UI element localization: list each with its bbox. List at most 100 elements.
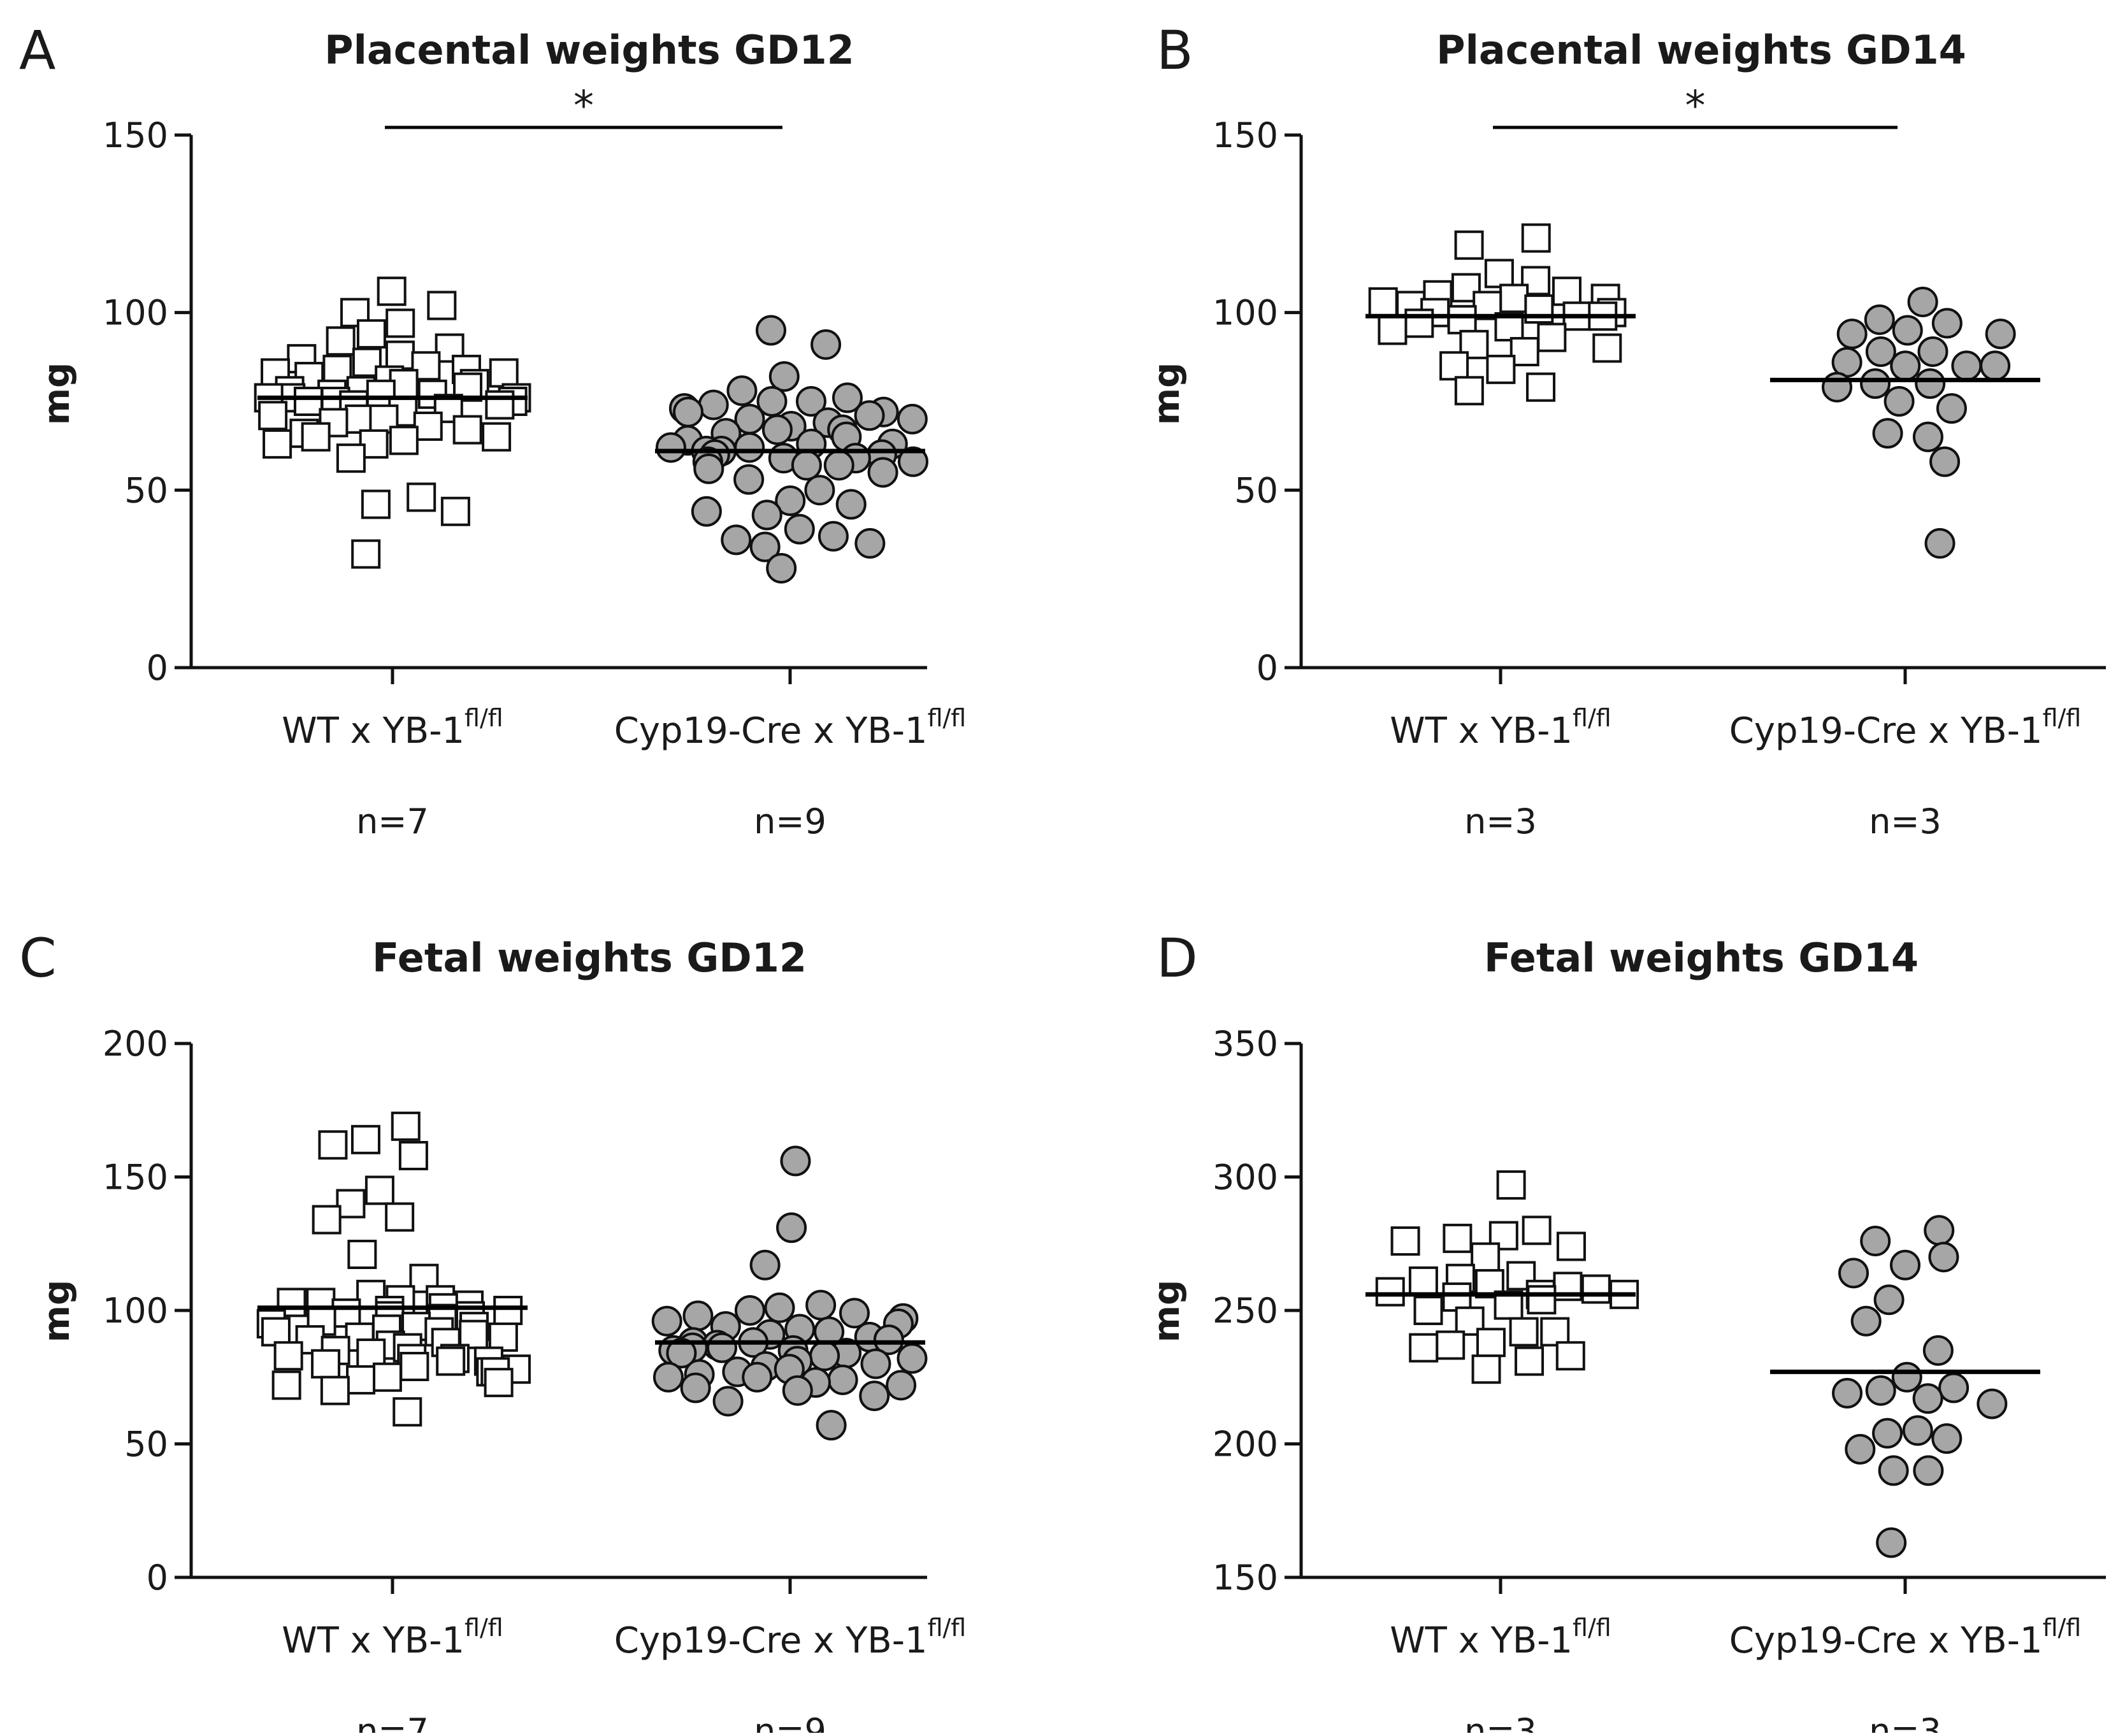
data-point-b-cyp19-12 [1915,368,1946,399]
data-point-a-wt-32 [485,390,515,420]
data-point-c-wt-38 [356,1338,386,1368]
data-point-d-wt-21 [1509,1317,1539,1347]
data-point-a-cyp19-23 [734,432,765,463]
category-superscript-a-wt: fl/fl [465,704,503,732]
data-point-a-cyp19-6 [756,386,788,417]
data-point-a-cyp19-31 [897,446,928,477]
data-point-b-wt-8 [1499,283,1529,313]
data-point-a-cyp19-46 [854,527,886,559]
category-text-c-wt: WT x YB-1 [282,1620,465,1661]
data-point-a-cyp19-37 [733,464,765,495]
data-point-c-wt-45 [400,1351,429,1381]
data-point-a-cyp19-10 [673,396,704,427]
data-point-a-cyp19-2 [768,361,800,392]
data-point-b-cyp19-19 [1929,446,1961,477]
data-point-b-cyp19-17 [1872,418,1903,449]
data-point-d-wt-9 [1408,1266,1438,1296]
n-label-d-wt: n=3 [1464,1711,1537,1733]
data-point-b-wt-9 [1368,287,1398,317]
y-tick-label-a-50: 50 [124,470,168,510]
data-point-c-wt-4 [364,1175,394,1205]
data-point-a-wt-49 [361,489,391,519]
category-text-b-cyp19: Cyp19-Cre x YB-1 [1729,710,2043,752]
data-point-c-wt-9 [409,1263,439,1293]
data-point-c-wt-0 [391,1111,421,1141]
data-point-d-cyp19-10 [1865,1375,1896,1406]
y-tick-label-c-200: 200 [103,1024,168,1064]
data-point-b-cyp19-0 [1907,286,1938,317]
data-point-d-cyp19-19 [1913,1455,1944,1486]
data-point-c-cyp19-38 [886,1370,917,1401]
data-point-a-cyp19-0 [755,315,786,346]
data-point-c-wt-29 [261,1317,291,1347]
data-point-c-wt-30 [459,1319,489,1349]
data-point-a-wt-28 [293,387,323,416]
data-point-c-cyp19-7 [682,1300,714,1331]
data-point-d-wt-6 [1471,1242,1501,1272]
data-point-a-cyp19-34 [791,450,822,481]
category-superscript-b-wt: fl/fl [1573,704,1611,732]
data-point-a-cyp19-43 [784,513,815,545]
y-tick-label-a-0: 0 [147,648,168,688]
data-point-d-cyp19-12 [1912,1383,1943,1414]
data-point-c-wt-6 [385,1202,415,1232]
data-point-c-wt-49 [372,1362,402,1392]
panel-letter-d: D [1156,927,1198,989]
data-point-c-wt-19 [331,1298,361,1328]
data-point-c-cyp19-2 [749,1249,781,1280]
data-point-a-wt-42 [482,422,512,452]
data-point-a-wt-11 [322,354,352,384]
data-point-c-wt-7 [312,1205,342,1235]
data-point-a-wt-7 [385,340,415,370]
data-point-d-cyp19-7 [1922,1335,1954,1366]
data-point-d-cyp19-15 [1872,1417,1903,1449]
category-superscript-c-cyp19: fl/fl [928,1614,967,1642]
data-point-d-wt-27 [1515,1346,1545,1376]
data-point-c-wt-44 [311,1349,341,1379]
data-point-a-wt-40 [452,415,482,445]
data-point-a-cyp19-47 [749,531,781,563]
data-point-c-cyp19-21 [707,1332,738,1363]
y-tick-label-d-250: 250 [1213,1291,1278,1331]
significance-star-a: * [573,83,594,130]
data-point-d-cyp19-13 [1977,1388,2008,1419]
panel-letter-a: A [19,19,55,82]
data-point-b-cyp19-10 [1890,350,1921,382]
x-category-label-b-cyp19: Cyp19-Cre x YB-1fl/fl [1729,704,2082,752]
chart-title-c: Fetal weights GD12 [372,935,807,981]
data-point-d-cyp19-3 [1890,1249,1921,1280]
significance-star-b: * [1685,83,1706,130]
data-point-c-cyp19-3 [805,1289,837,1321]
data-point-d-cyp19-11 [1832,1377,1863,1409]
data-point-b-wt-24 [1509,336,1539,366]
y-tick-label-d-350: 350 [1213,1024,1278,1064]
data-point-a-wt-43 [301,422,331,452]
data-point-b-wt-21 [1537,322,1567,352]
category-superscript-d-wt: fl/fl [1573,1614,1611,1642]
panel-c: C Fetal weights GD12 mg 0 50 100 150 200 WT x… [19,927,967,1736]
data-point-c-cyp19-9 [651,1305,682,1337]
category-text-a-cyp19: Cyp19-Cre x YB-1 [614,710,928,752]
x-category-label-d-wt: WT x YB-1fl/fl [1390,1614,1611,1661]
data-point-b-cyp19-3 [1892,315,1923,346]
y-tick-label-a-150: 150 [103,115,168,155]
data-point-a-wt-47 [336,443,366,473]
data-point-c-cyp19-24 [666,1338,697,1369]
data-point-b-cyp19-15 [1884,386,1915,417]
data-point-b-cyp19-18 [1912,421,1943,452]
category-text-d-wt: WT x YB-1 [1390,1620,1573,1661]
data-point-d-wt-1 [1522,1216,1552,1245]
data-point-a-cyp19-13 [897,403,928,434]
data-point-b-wt-18 [1404,308,1434,338]
data-point-c-cyp19-40 [782,1375,813,1406]
y-axis-label-d: mg [1146,1280,1188,1342]
data-point-b-wt-25 [1439,351,1469,381]
y-tick-label-d-150: 150 [1213,1558,1278,1598]
data-point-a-wt-0 [377,276,407,306]
data-point-c-wt-52 [271,1370,301,1400]
data-point-a-cyp19-41 [691,496,722,527]
data-point-c-wt-1 [350,1124,380,1154]
y-tick-label-c-100: 100 [103,1291,168,1331]
panel-d: D Fetal weights GD14 mg 150 200 250 300 350 W… [1146,927,2106,1736]
